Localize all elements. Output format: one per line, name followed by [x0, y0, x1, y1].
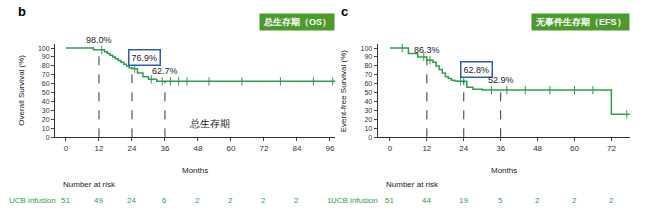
svg-text:44: 44 — [422, 196, 431, 205]
svg-text:2: 2 — [572, 196, 577, 205]
svg-text:36: 36 — [160, 144, 169, 153]
svg-text:76.9%: 76.9% — [132, 53, 158, 63]
svg-text:2: 2 — [228, 196, 233, 205]
svg-text:0: 0 — [64, 144, 69, 153]
svg-text:60: 60 — [226, 144, 235, 153]
svg-text:1: 1 — [327, 196, 332, 205]
svg-text:2: 2 — [261, 196, 266, 205]
svg-text:12: 12 — [422, 144, 431, 153]
svg-text:60: 60 — [364, 80, 372, 87]
svg-text:60: 60 — [570, 144, 579, 153]
svg-text:50: 50 — [364, 89, 372, 96]
svg-text:86.3%: 86.3% — [414, 45, 440, 55]
svg-text:19: 19 — [459, 196, 468, 205]
svg-text:62.8%: 62.8% — [464, 65, 490, 75]
svg-text:2: 2 — [195, 196, 200, 205]
svg-text:20: 20 — [364, 116, 372, 123]
svg-text:60: 60 — [42, 80, 50, 87]
svg-text:80: 80 — [364, 62, 372, 69]
svg-text:10: 10 — [364, 125, 372, 132]
svg-text:总生存期（OS）: 总生存期（OS） — [263, 17, 331, 27]
svg-text:0: 0 — [388, 144, 393, 153]
svg-text:36: 36 — [496, 144, 505, 153]
svg-text:100: 100 — [361, 45, 373, 52]
svg-text:0: 0 — [368, 134, 372, 141]
svg-text:40: 40 — [364, 98, 372, 105]
svg-text:72: 72 — [259, 144, 268, 153]
svg-text:Number at risk: Number at risk — [63, 180, 116, 189]
svg-text:Months: Months — [182, 166, 208, 175]
svg-text:48: 48 — [533, 144, 542, 153]
svg-text:72: 72 — [607, 144, 616, 153]
svg-text:90: 90 — [42, 53, 50, 60]
svg-text:84: 84 — [292, 144, 301, 153]
svg-text:24: 24 — [459, 144, 468, 153]
svg-text:20: 20 — [42, 116, 50, 123]
svg-text:0: 0 — [46, 134, 50, 141]
svg-text:98.0%: 98.0% — [86, 35, 112, 45]
svg-text:24: 24 — [127, 196, 136, 205]
svg-text:90: 90 — [364, 53, 372, 60]
svg-text:总生存期: 总生存期 — [189, 118, 230, 129]
svg-text:2: 2 — [294, 196, 299, 205]
svg-text:96: 96 — [325, 144, 334, 153]
svg-text:30: 30 — [42, 107, 50, 114]
svg-text:51: 51 — [61, 196, 70, 205]
svg-text:50: 50 — [42, 89, 50, 96]
svg-text:b: b — [18, 4, 26, 19]
svg-text:52.9%: 52.9% — [488, 75, 514, 85]
svg-text:2: 2 — [535, 196, 540, 205]
svg-text:70: 70 — [364, 71, 372, 78]
svg-text:100: 100 — [38, 45, 50, 52]
svg-text:51: 51 — [385, 196, 394, 205]
svg-text:10: 10 — [42, 125, 50, 132]
svg-text:Overall Survival (%): Overall Survival (%) — [17, 55, 26, 126]
svg-text:Months: Months — [491, 166, 517, 175]
svg-text:24: 24 — [128, 144, 137, 153]
svg-text:5: 5 — [498, 196, 503, 205]
svg-text:c: c — [341, 4, 348, 19]
svg-text:80: 80 — [42, 62, 50, 69]
svg-text:49: 49 — [94, 196, 103, 205]
svg-text:6: 6 — [162, 196, 167, 205]
svg-text:48: 48 — [193, 144, 202, 153]
svg-text:40: 40 — [42, 98, 50, 105]
svg-text:UCB infusion: UCB infusion — [9, 196, 56, 205]
svg-text:无事件生存期（EFS）: 无事件生存期（EFS） — [535, 17, 626, 27]
svg-text:Event-free Survival (%): Event-free Survival (%) — [339, 50, 348, 133]
svg-text:30: 30 — [364, 107, 372, 114]
svg-text:12: 12 — [95, 144, 104, 153]
svg-text:2: 2 — [609, 196, 614, 205]
svg-text:62.7%: 62.7% — [152, 66, 178, 76]
svg-text:70: 70 — [42, 71, 50, 78]
svg-text:Number at risk: Number at risk — [386, 180, 439, 189]
svg-text:UCB infusion: UCB infusion — [331, 196, 378, 205]
